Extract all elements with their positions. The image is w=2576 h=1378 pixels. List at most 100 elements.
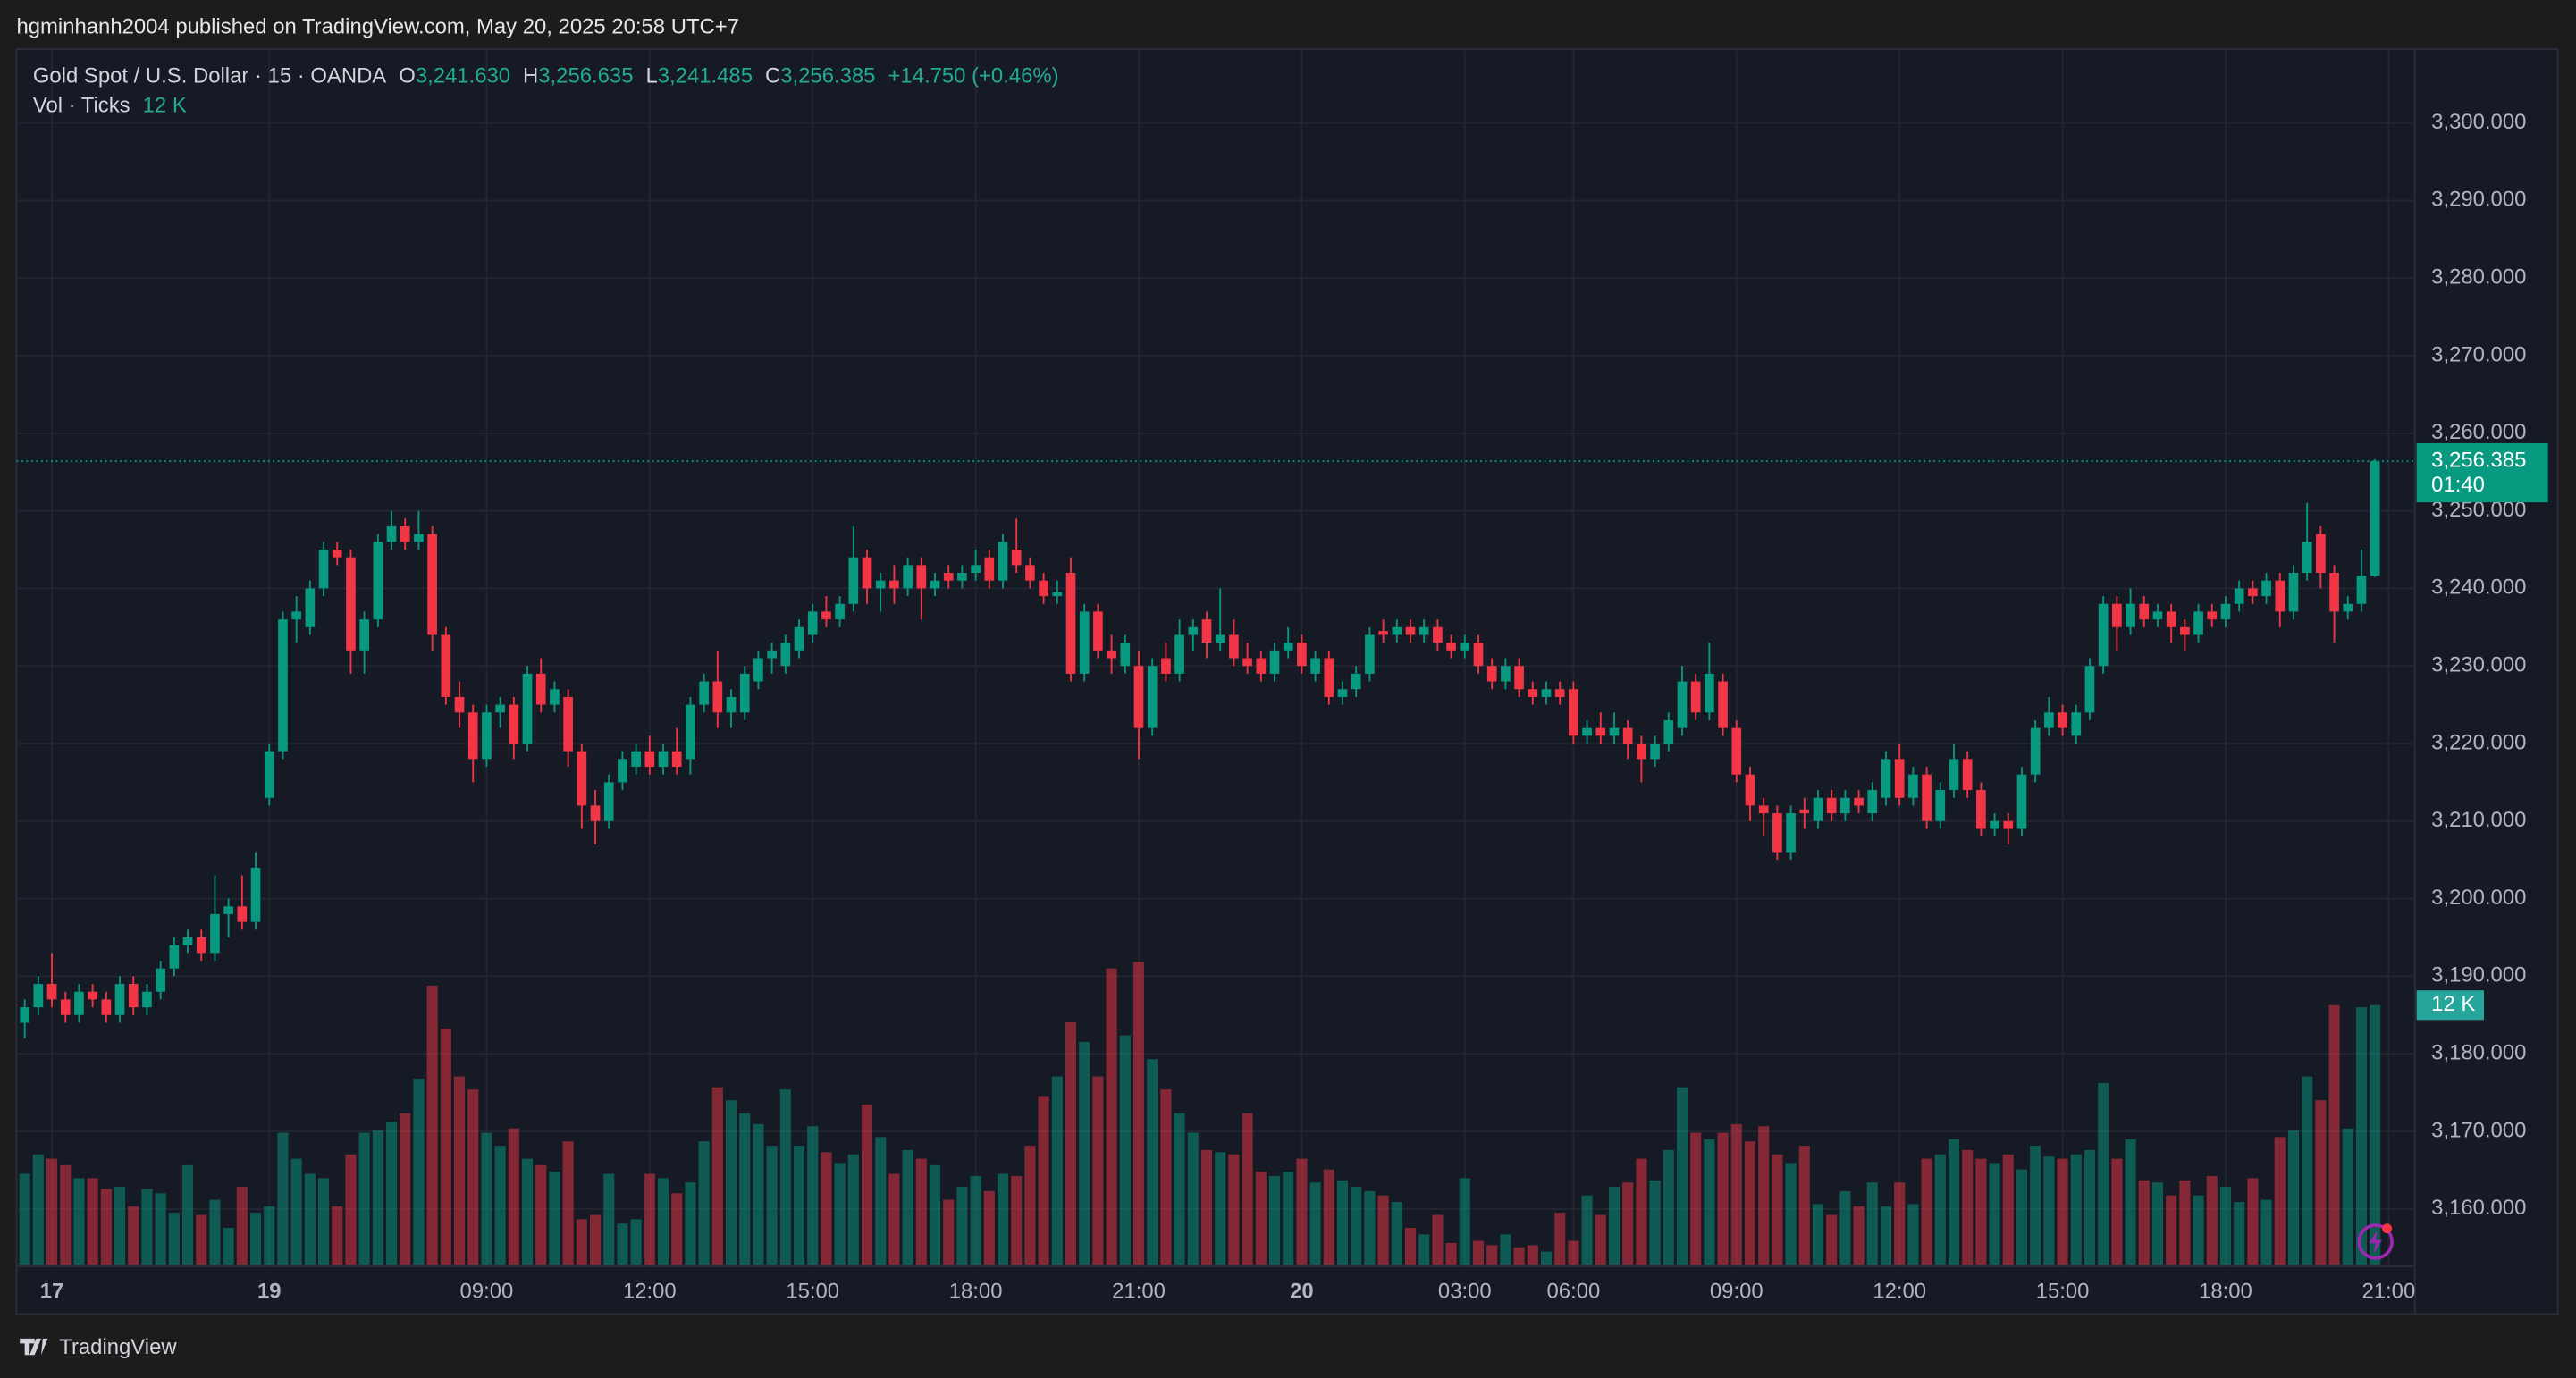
candle-body [1269,650,1280,674]
volume-bar [1622,1182,1634,1265]
volume-bar [2342,1128,2353,1265]
candle-body [821,611,831,620]
volume-bar [2111,1158,2123,1265]
candle-body [1705,673,1714,713]
candle-body [1637,743,1646,760]
candle-body [1826,797,1837,814]
volume-bar [73,1178,85,1265]
volume-bar [2247,1178,2259,1265]
volume-bar [249,1213,262,1265]
candle-body [2193,611,2203,635]
volume-bar [779,1089,791,1265]
candle-body [2139,603,2150,620]
volume-bar [549,1172,560,1265]
price-tag-label: 3,256.385 [2431,448,2526,472]
volume-bar [1418,1234,1430,1265]
volume-bar [1608,1187,1621,1265]
candle-body [903,565,913,589]
candle-body [400,525,410,542]
alert-icon[interactable] [2357,1223,2394,1260]
candle-body [1718,681,1728,728]
candle-body [671,751,682,768]
volume-bar [875,1137,887,1265]
volume-bar [2043,1156,2055,1265]
volume-bar [453,1076,466,1265]
candle-body [1133,666,1144,728]
volume-bar [196,1214,207,1265]
candle-body [1418,626,1429,635]
candle-body [114,984,125,1015]
volume-tag-label: 12 K [2431,992,2475,1016]
candle-body [1554,689,1565,697]
candle-body [1297,643,1307,667]
volume-bar [888,1173,900,1265]
x-tick-label: 09:00 [460,1280,514,1304]
volume-bar [60,1164,72,1265]
change: +14.750 (+0.46%) [888,64,1058,88]
candle-body [482,712,492,760]
candle-body [250,867,261,922]
alert-circle[interactable] [2357,1223,2394,1260]
candle-body [1772,813,1782,853]
chart-panel [15,48,2559,1315]
candle-body [101,999,112,1015]
volume-bar [481,1132,492,1265]
candle-body [1609,727,1620,736]
x-tick-label: 20 [1290,1280,1314,1304]
candle-body [1174,634,1184,674]
x-tick-label: 15:00 [786,1280,839,1304]
volume-bar [1595,1214,1606,1265]
volume-bar [983,1190,995,1265]
volume-bar [1296,1158,1308,1265]
volume-bar [943,1199,955,1265]
volume-bar [46,1158,58,1265]
volume-bar [807,1126,819,1265]
candle-body [1501,666,1511,682]
candle-body [1731,727,1742,775]
candle-body [386,525,397,542]
volume-bar [1676,1087,1688,1265]
volume-bar [1472,1240,1485,1265]
candle-body [1867,790,1878,814]
y-tick-label: 3,210.000 [2431,808,2526,832]
candle-body [1365,634,1375,674]
candle-body [2030,727,2041,775]
volume-value: 12 K [143,94,187,118]
candle-body [2112,603,2122,627]
volume-bar [1568,1240,1579,1265]
volume-bar [494,1146,506,1265]
volume-bar [1894,1182,1906,1265]
candle-body [1949,759,1959,791]
volume-bar [1785,1163,1797,1265]
candle-body [1786,813,1796,853]
volume-bar [725,1100,737,1265]
x-tick-label: 17 [40,1280,64,1304]
candle-body [88,991,97,1000]
volume-bar [1160,1089,1172,1265]
candle-body [2152,611,2163,620]
candle-body [1120,643,1131,667]
candle-body [2275,580,2286,612]
candle-body [712,681,723,713]
candle-body [794,626,804,651]
y-tick-label: 3,160.000 [2431,1196,2526,1220]
volume-bar [2206,1175,2218,1265]
volume-bar [576,1219,587,1265]
y-tick-label: 3,190.000 [2431,963,2526,987]
candle-body [495,704,505,713]
volume-bar [1812,1204,1824,1265]
candle-body [278,619,288,752]
candle-body [658,751,669,768]
candle-body [1569,689,1578,736]
candle-body [1663,719,1674,744]
x-tick-label: 12:00 [623,1280,677,1304]
volume-bar [1377,1195,1389,1265]
candle-body [1405,626,1416,635]
candle-body [2003,820,2014,829]
volume-bar [617,1223,628,1265]
candle-body [332,549,342,558]
candle-body [1025,565,1035,581]
logo-icon [20,1338,48,1356]
candle-body [631,751,641,768]
candle-body [1460,643,1470,651]
